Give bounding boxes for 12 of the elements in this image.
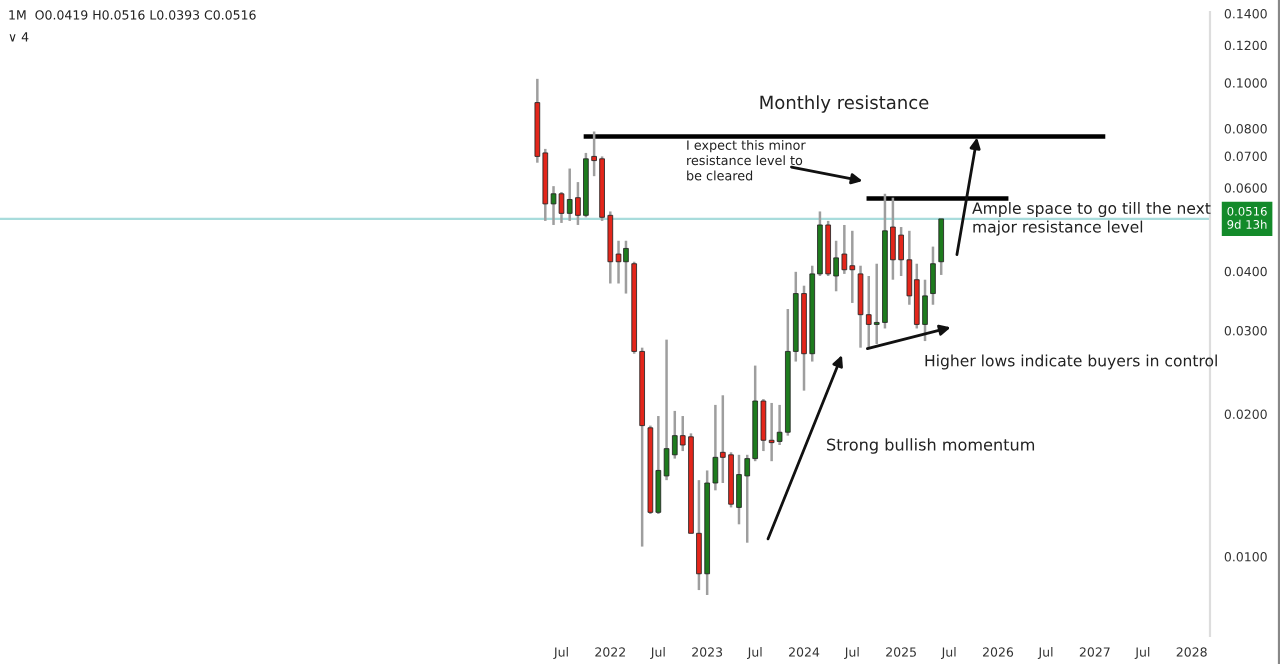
- candlestick: [922, 278, 928, 343]
- candlestick: [930, 245, 936, 306]
- candlestick: [841, 223, 848, 276]
- candlestick: [938, 217, 945, 277]
- annotation: Monthly resistance: [760, 95, 929, 113]
- candlestick: [566, 167, 573, 223]
- candlestick: [655, 414, 662, 516]
- candlestick: [760, 397, 767, 453]
- annotation: Strong bullish momentum: [827, 438, 1035, 454]
- candlestick: [768, 401, 775, 463]
- candlestick: [623, 239, 629, 295]
- candlestick: [736, 453, 742, 526]
